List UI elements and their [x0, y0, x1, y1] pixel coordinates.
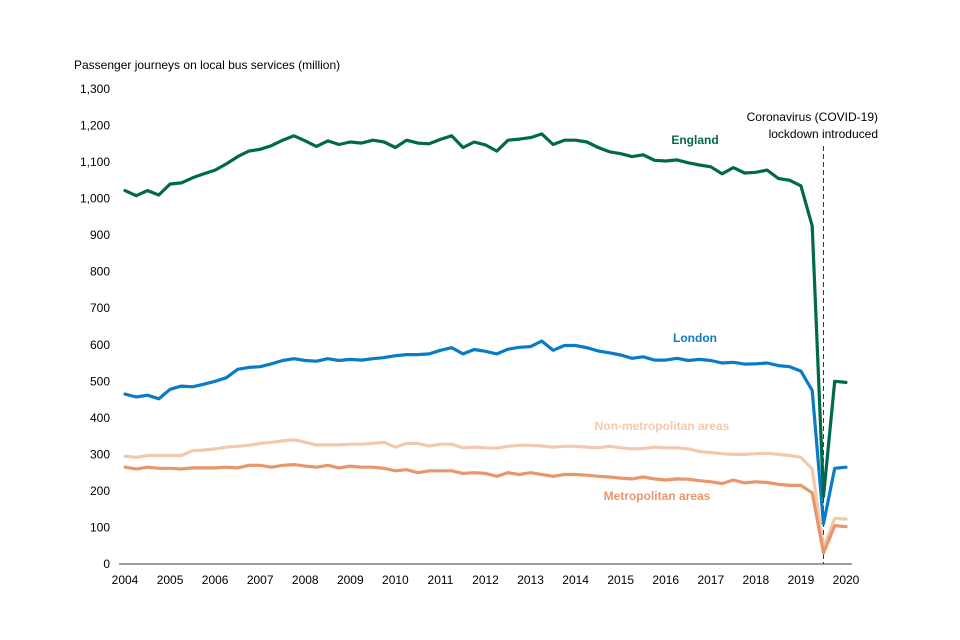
x-tick-label: 2008 [292, 573, 319, 587]
x-tick-label: 2015 [607, 573, 634, 587]
y-tick-label: 1,200 [80, 119, 110, 133]
x-axis: 2004 2005 2006 2007 2008 2009 2010 2011 2012 2013… [112, 573, 860, 587]
series-label-non-metropolitan-areas: Non-metropolitan areas [595, 419, 730, 433]
x-tick-label: 2016 [652, 573, 679, 587]
y-tick-label: 100 [90, 520, 110, 534]
x-tick-label: 2005 [157, 573, 184, 587]
y-tick-label: 300 [90, 447, 110, 461]
series-label-england: England [671, 133, 718, 147]
y-tick-label: 200 [90, 484, 110, 498]
x-tick-label: 2006 [202, 573, 229, 587]
series-line-non-metropolitan-areas [123, 438, 848, 550]
series-labels: England London Non-metropolitan areas Metro… [595, 133, 730, 503]
x-tick-label: 2010 [382, 573, 409, 587]
series-line-metropolitan-areas [123, 463, 848, 555]
x-tick-label: 2011 [428, 573, 454, 587]
covid-annotation: Coronavirus (COVID-19) lockdown introduc… [747, 110, 878, 564]
y-tick-label: 800 [90, 265, 110, 279]
x-tick-label: 2013 [517, 573, 544, 587]
x-tick-label: 2004 [112, 573, 139, 587]
series-line-london [123, 339, 848, 526]
y-tick-label: 0 [103, 557, 110, 571]
x-tick-label: 2017 [697, 573, 724, 587]
series-label-london: London [673, 331, 717, 345]
annotation-line-1: Coronavirus (COVID-19) [747, 110, 878, 124]
series-label-metropolitan-areas: Metropolitan areas [604, 489, 711, 503]
x-tick-label: 2007 [247, 573, 274, 587]
y-tick-label: 700 [90, 301, 110, 315]
x-tick-label: 2018 [743, 573, 770, 587]
x-tick-label: 2012 [472, 573, 499, 587]
y-tick-label: 400 [90, 411, 110, 425]
y-axis: 0 100 200 300 400 500 600 700 800 900 1,000 1,100 1,… [80, 82, 110, 571]
y-tick-label: 600 [90, 338, 110, 352]
series-group [123, 132, 848, 555]
x-tick-label: 2020 [833, 573, 860, 587]
series-line-england [123, 132, 848, 498]
x-tick-label: 2019 [788, 573, 815, 587]
x-tick-label: 2009 [337, 573, 364, 587]
y-tick-label: 900 [90, 228, 110, 242]
x-tick-label: 2014 [562, 573, 589, 587]
annotation-line-2: lockdown introduced [769, 127, 878, 141]
y-tick-label: 1,100 [80, 155, 110, 169]
y-tick-label: 500 [90, 374, 110, 388]
y-axis-title: Passenger journeys on local bus services… [74, 58, 340, 72]
y-tick-label: 1,000 [80, 192, 110, 206]
y-tick-label: 1,300 [80, 82, 110, 96]
